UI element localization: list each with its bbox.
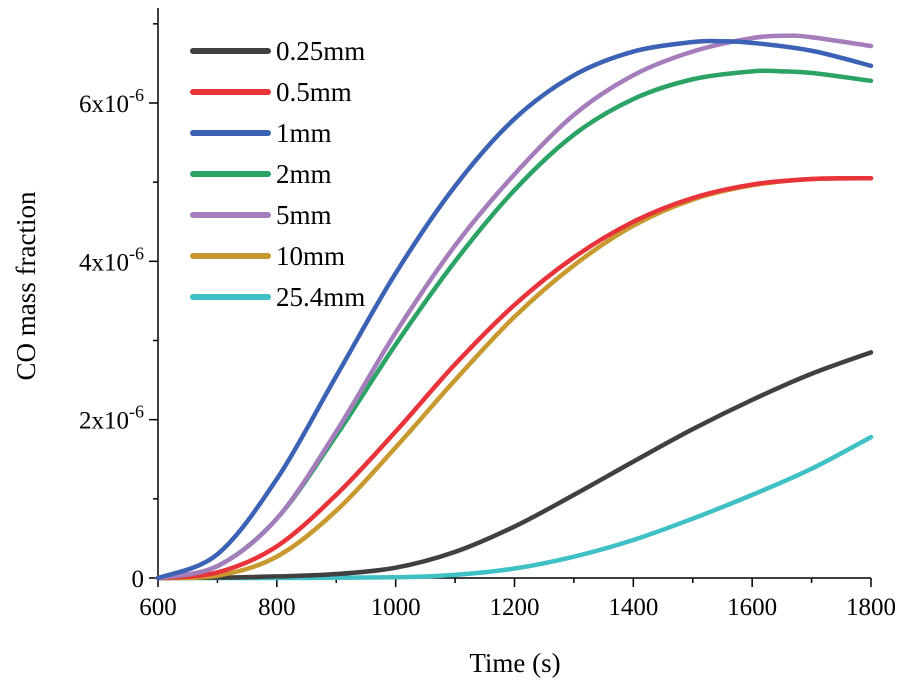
- x-axis-title: Time (s): [469, 648, 560, 678]
- legend-label-25.4mm: 25.4mm: [276, 282, 365, 312]
- y-tick-label: 4x10-6: [79, 243, 144, 276]
- legend: 0.25mm 0.5mm 1mm 2mm 5mm 10mm 25.4mm: [190, 36, 365, 312]
- y-axis-title: CO mass fraction: [11, 191, 41, 380]
- y-tick-label: 6x10-6: [79, 85, 144, 118]
- x-tick-label: 600: [139, 594, 177, 621]
- axes: 600 800 1000 1200 1400 1600 1800 0 2x10-6 4x10-6 6…: [79, 8, 896, 621]
- x-tick-label: 1400: [608, 594, 658, 621]
- series-line-0.5mm: [155, 175, 874, 581]
- x-tick-label: 1200: [490, 594, 540, 621]
- series-line-1mm: [155, 38, 874, 581]
- legend-label-1mm: 1mm: [276, 118, 332, 148]
- legend-label-10mm: 10mm: [276, 241, 345, 271]
- x-tick-label: 1800: [846, 594, 896, 621]
- series-line-5mm: [155, 33, 874, 581]
- series-layer: [155, 33, 874, 581]
- y-tick-label: 0: [132, 566, 145, 593]
- x-tick-label: 1000: [371, 594, 421, 621]
- legend-label-5mm: 5mm: [276, 200, 332, 230]
- legend-label-0.25mm: 0.25mm: [276, 36, 365, 66]
- legend-label-2mm: 2mm: [276, 159, 332, 189]
- x-tick-label: 1600: [727, 594, 777, 621]
- series-line-2mm: [155, 68, 874, 581]
- x-tick-label: 800: [258, 594, 296, 621]
- legend-label-0.5mm: 0.5mm: [276, 77, 352, 107]
- y-tick-label: 2x10-6: [79, 402, 144, 435]
- series-line-25.4mm: [155, 434, 874, 581]
- series-line-10mm: [155, 175, 874, 581]
- series-line-0.25mm: [155, 350, 874, 581]
